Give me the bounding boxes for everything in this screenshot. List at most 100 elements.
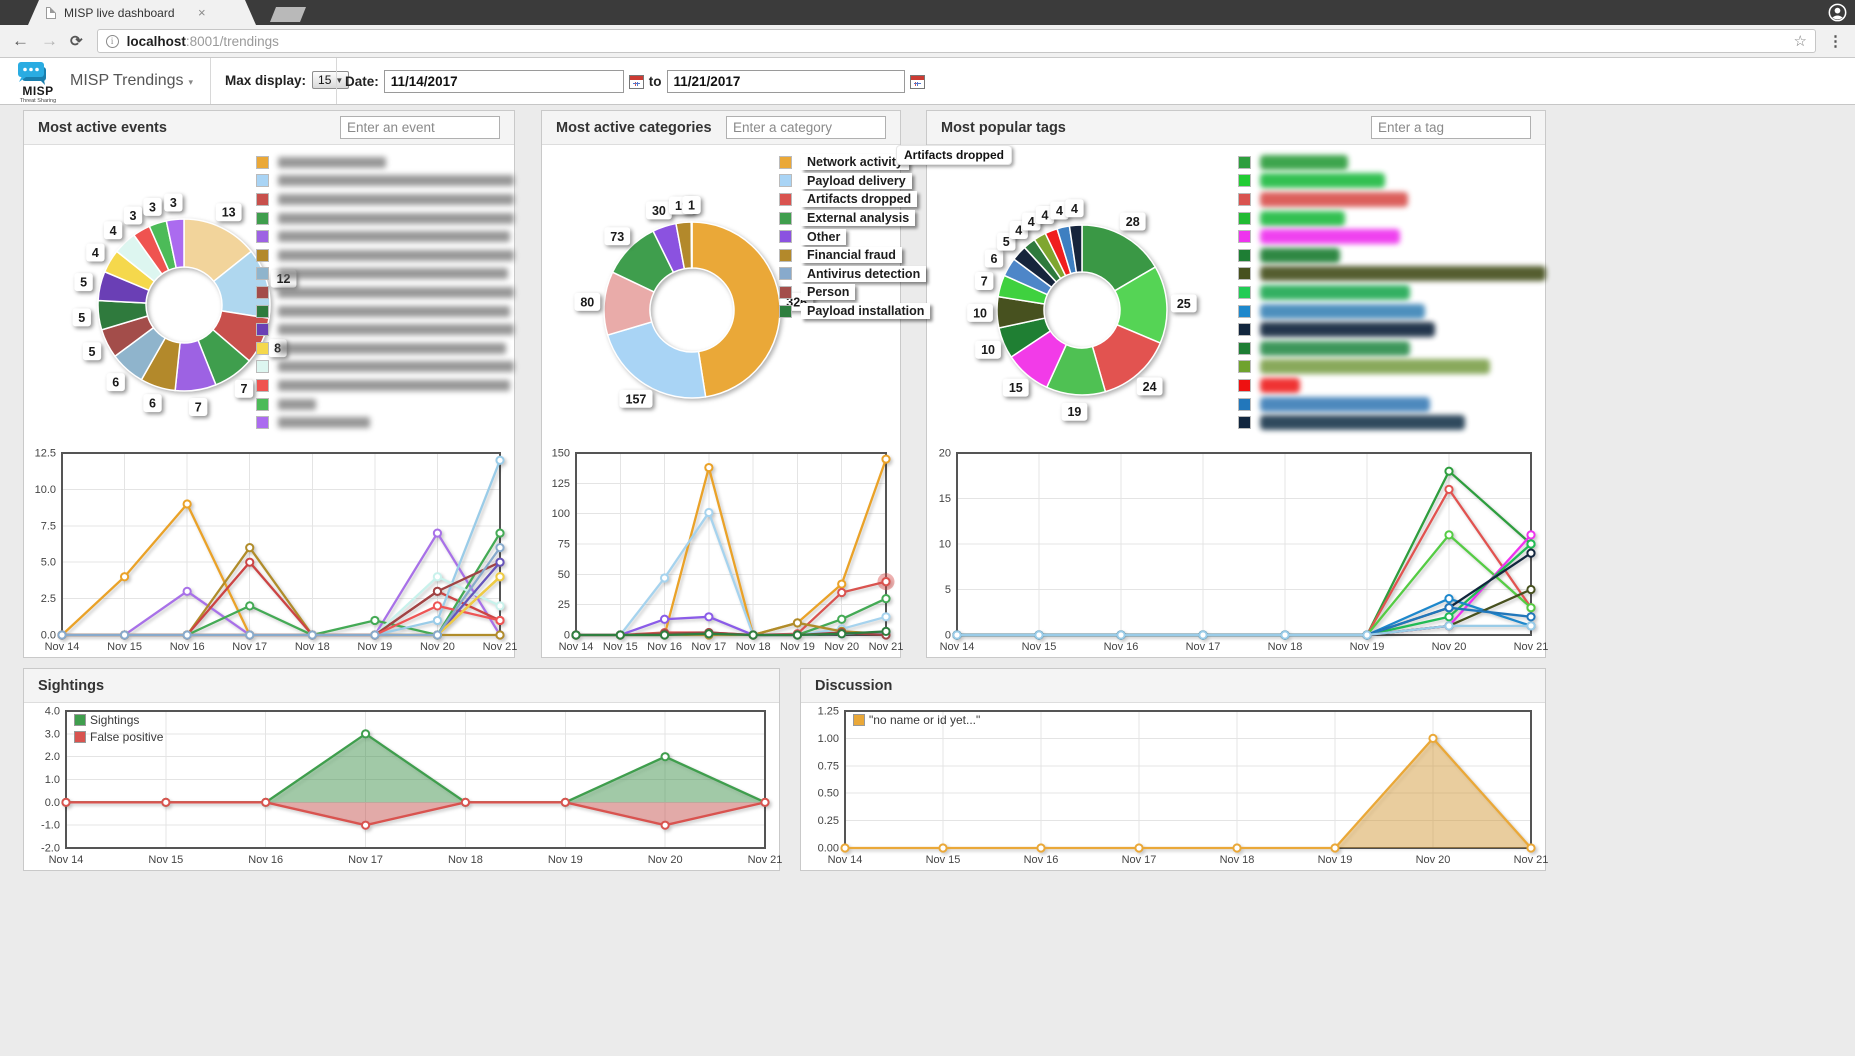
legend-item[interactable]: False positive xyxy=(74,728,163,745)
misp-logo[interactable]: MISP Threat Sharing xyxy=(12,61,64,104)
browser-menu-icon[interactable]: ⋮ xyxy=(1828,33,1843,50)
legend-label: False positive xyxy=(90,729,164,744)
legend-swatch-icon xyxy=(779,285,792,299)
legend-item[interactable]: Artifacts dropped xyxy=(779,190,930,209)
legend-item[interactable]: Payload delivery xyxy=(779,172,930,191)
legend-swatch-icon xyxy=(1238,192,1251,206)
forward-icon: → xyxy=(41,31,58,50)
legend-item[interactable] xyxy=(256,153,514,172)
browser-tab[interactable]: MISP live dashboard × xyxy=(28,0,256,25)
tab-close-icon[interactable]: × xyxy=(198,5,206,20)
svg-text:Nov 14: Nov 14 xyxy=(940,641,975,653)
legend-item[interactable] xyxy=(256,172,514,191)
legend-item[interactable] xyxy=(256,320,514,339)
tag-search-input[interactable] xyxy=(1371,116,1531,139)
reload-icon[interactable]: ⟳ xyxy=(70,33,83,50)
legend-item[interactable] xyxy=(1238,376,1546,395)
svg-text:4: 4 xyxy=(1056,204,1063,218)
legend-item[interactable] xyxy=(256,209,514,228)
svg-text:4: 4 xyxy=(1015,224,1022,238)
legend-item[interactable]: Other xyxy=(779,227,930,246)
svg-text:1.00: 1.00 xyxy=(818,733,839,745)
bookmark-star-icon[interactable]: ☆ xyxy=(1793,33,1807,50)
svg-text:5: 5 xyxy=(89,345,96,359)
legend-item[interactable]: "no name or id yet..." xyxy=(853,711,980,728)
svg-text:0: 0 xyxy=(945,630,951,642)
svg-text:Nov 19: Nov 19 xyxy=(357,641,392,653)
legend-item[interactable]: Network activity xyxy=(779,153,930,172)
page-info-icon[interactable]: i xyxy=(105,34,119,48)
category-search-input[interactable] xyxy=(726,116,886,139)
svg-text:24: 24 xyxy=(1143,380,1157,394)
svg-text:Nov 17: Nov 17 xyxy=(691,641,726,653)
legend-label-redacted xyxy=(278,249,514,261)
legend-item[interactable] xyxy=(1238,265,1546,284)
legend-item[interactable] xyxy=(256,302,514,321)
legend-item[interactable] xyxy=(1238,339,1546,358)
legend-item[interactable]: External analysis xyxy=(779,209,930,228)
legend-item[interactable] xyxy=(256,413,514,432)
back-icon[interactable]: ← xyxy=(12,31,29,50)
legend-item[interactable] xyxy=(256,246,514,265)
svg-text:25: 25 xyxy=(558,599,570,611)
legend-label-redacted xyxy=(278,417,370,429)
categories-line-chart: 0 25 50 75 100 125 150 Nov 14 Nov 15 Nov 16 Nov 17… xyxy=(552,448,904,654)
legend-label: Payload delivery xyxy=(801,172,912,189)
legend-swatch-icon xyxy=(1238,155,1251,169)
date-from-input[interactable] xyxy=(383,70,624,93)
legend-item[interactable] xyxy=(1238,227,1546,246)
tags-line-chart: 0 5 10 15 20 Nov 14 Nov 15 Nov 16 Nov 17 Nov 18 No… xyxy=(939,448,1549,654)
max-display-select[interactable]: 15 ▼ xyxy=(312,71,350,89)
svg-text:1.25: 1.25 xyxy=(818,706,839,718)
event-search-input[interactable] xyxy=(340,116,500,139)
discussion-legend: "no name or id yet..." xyxy=(853,711,980,728)
legend-item[interactable] xyxy=(256,190,514,209)
legend-item[interactable] xyxy=(1238,190,1546,209)
legend-item[interactable] xyxy=(1238,209,1546,228)
browser-profile-icon[interactable] xyxy=(1828,3,1847,22)
legend-label: Person xyxy=(801,284,856,301)
legend-item[interactable] xyxy=(1238,413,1546,432)
legend-item[interactable] xyxy=(256,376,514,395)
svg-text:Nov 18: Nov 18 xyxy=(736,641,771,653)
legend-item[interactable]: Person xyxy=(779,283,930,302)
new-tab-button[interactable] xyxy=(270,7,306,22)
legend-swatch-icon xyxy=(74,713,86,726)
legend-swatch-icon xyxy=(256,192,269,206)
legend-item[interactable] xyxy=(1238,172,1546,191)
legend-item[interactable]: Antivirus detection xyxy=(779,265,930,284)
legend-item[interactable] xyxy=(1238,320,1546,339)
svg-text:Nov 18: Nov 18 xyxy=(295,641,330,653)
legend-item[interactable]: Financial fraud xyxy=(779,246,930,265)
header-divider xyxy=(336,58,337,104)
address-input[interactable]: i localhost:8001/trendings ☆ xyxy=(96,29,1816,53)
legend-label-redacted xyxy=(278,231,510,243)
nav-title-dropdown[interactable]: MISP Trendings ▾ xyxy=(70,72,194,89)
date-to-input[interactable] xyxy=(666,70,905,93)
legend-item[interactable] xyxy=(1238,153,1546,172)
legend-item[interactable] xyxy=(1238,358,1546,377)
legend-tag-pill-redacted xyxy=(1260,359,1490,375)
legend-item[interactable] xyxy=(1238,246,1546,265)
legend-item[interactable] xyxy=(256,283,514,302)
legend-item[interactable]: Payload installation xyxy=(779,302,931,321)
legend-tag-pill-redacted xyxy=(1260,191,1408,207)
calendar-icon[interactable] xyxy=(628,74,644,89)
legend-item[interactable] xyxy=(256,265,514,284)
legend-item[interactable] xyxy=(1238,395,1546,414)
legend-item[interactable] xyxy=(256,358,514,377)
svg-text:5.0: 5.0 xyxy=(41,557,56,569)
legend-item[interactable] xyxy=(256,339,514,358)
legend-item[interactable]: Sightings xyxy=(74,711,163,728)
legend-item[interactable] xyxy=(256,395,514,414)
legend-item[interactable] xyxy=(1238,283,1546,302)
legend-label: Payload installation xyxy=(801,303,931,320)
svg-text:6: 6 xyxy=(149,397,156,411)
legend-swatch-icon xyxy=(256,341,269,355)
legend-item[interactable] xyxy=(1238,302,1546,321)
svg-text:-1.0: -1.0 xyxy=(41,820,60,832)
calendar-icon[interactable] xyxy=(909,74,925,89)
legend-item[interactable] xyxy=(256,227,514,246)
svg-text:3.0: 3.0 xyxy=(45,728,60,740)
